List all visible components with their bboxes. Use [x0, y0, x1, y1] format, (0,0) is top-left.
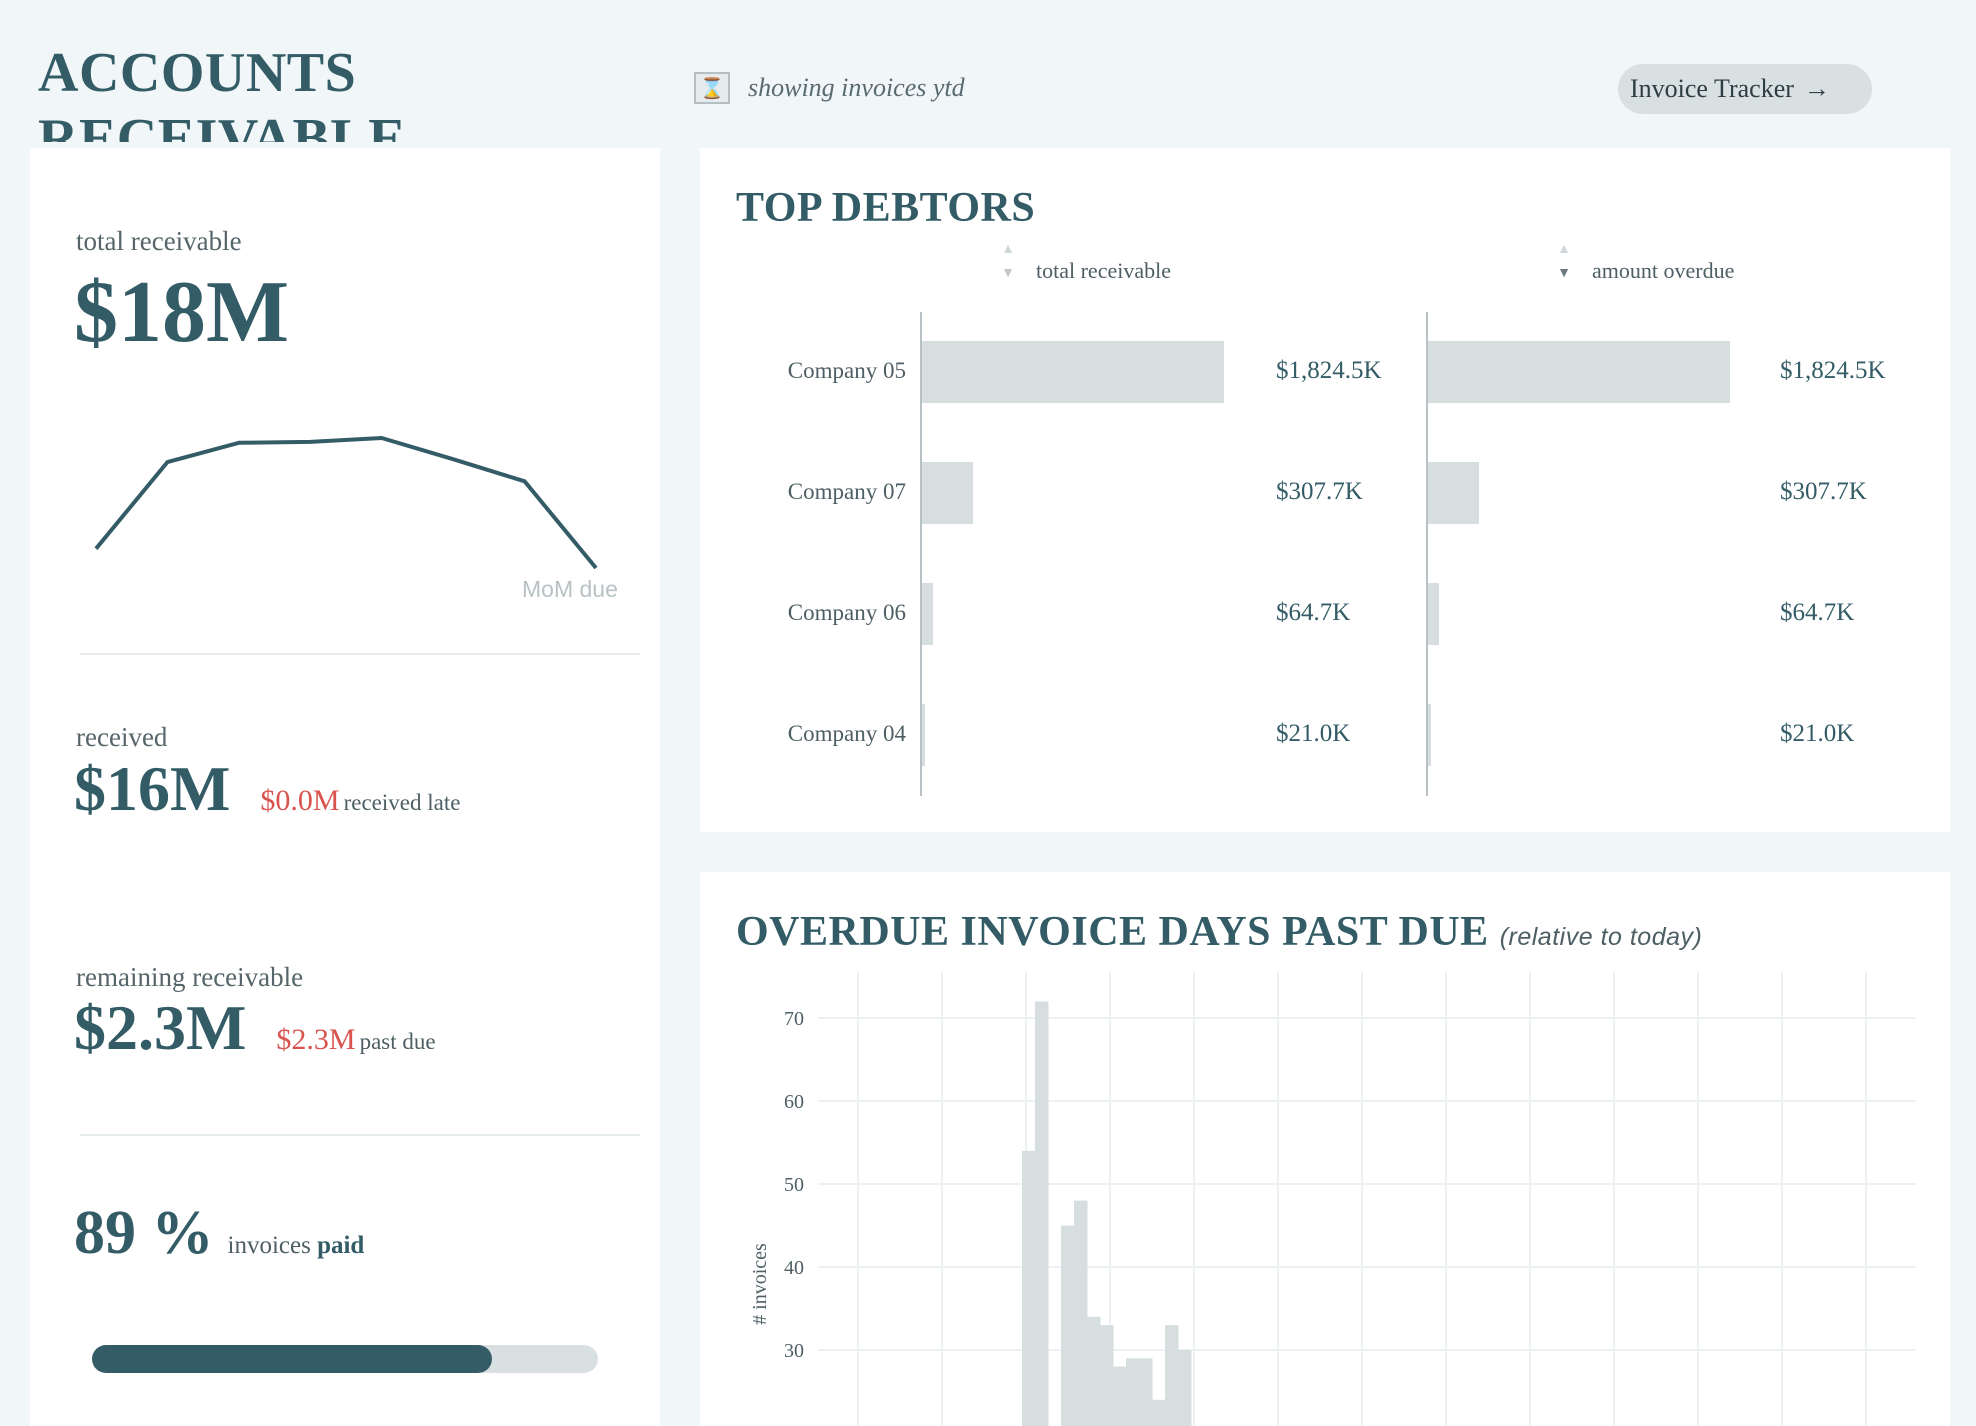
page-title-line2: RECEIVABLE — [38, 108, 407, 142]
overdue-sort-toggle[interactable]: ▲ ▼ — [1556, 238, 1572, 286]
past-due: $2.3M past due — [276, 1023, 435, 1057]
histogram-bar — [1074, 1200, 1088, 1426]
column-header-total-receivable[interactable]: total receivable — [1036, 258, 1171, 283]
received-row: $16M $0.0M received late — [74, 752, 460, 826]
total-receivable-value: $18M — [74, 264, 290, 361]
invoice-tracker-label: Invoice Tracker — [1630, 74, 1794, 103]
histogram-bar — [1100, 1325, 1114, 1426]
debtor-name: Company 04 — [787, 721, 906, 746]
y-tick-label: 70 — [784, 1008, 804, 1030]
arrow-right-icon: → — [1803, 74, 1830, 103]
y-tick-label: 40 — [784, 1257, 804, 1279]
sort-down-icon: ▼ — [1557, 266, 1571, 281]
histogram-bar — [1087, 1316, 1101, 1426]
page-title-line1: ACCOUNTS — [38, 42, 357, 104]
debtor-name: Company 06 — [787, 600, 906, 625]
total-receivable-value: $307.7K — [1276, 478, 1363, 505]
filter-text: showing invoices ytd — [748, 73, 965, 102]
page-title: ACCOUNTS RECEIVABLE — [38, 40, 458, 142]
overdue-histogram: 70 60 50 40 30 # invoices — [749, 972, 1916, 1426]
amount-overdue-value: $21.0K — [1780, 720, 1855, 747]
debtor-name: Company 05 — [787, 358, 906, 383]
amount-overdue-value: $1,824.5K — [1780, 357, 1886, 384]
invoice-tracker-button[interactable]: Invoice Tracker → — [1618, 64, 1872, 114]
amount-overdue-bar — [1428, 704, 1432, 766]
top-debtors-panel: TOP DEBTORS ▲ ▼ total receivable ▲ ▼ amo… — [700, 148, 1950, 832]
histogram-bar — [1178, 1350, 1192, 1426]
divider — [80, 1134, 640, 1136]
mom-due-label: MoM due — [522, 576, 618, 602]
received-label: received — [76, 722, 168, 752]
received-late: $0.0M received late — [260, 784, 460, 818]
y-tick-label: 60 — [784, 1091, 804, 1113]
paid-row: 89 % invoices paid — [74, 1198, 364, 1269]
y-tick-label: 30 — [784, 1340, 804, 1362]
total-receivable-bar — [922, 583, 933, 645]
total-receivable-bar — [922, 341, 1224, 403]
received-value: $16M — [74, 753, 231, 824]
histogram-bar — [1022, 1150, 1036, 1426]
date-filter[interactable]: ⌛ showing invoices ytd — [694, 72, 965, 104]
histogram-bar — [1035, 1001, 1049, 1426]
remaining-row: $2.3M $2.3M past due — [74, 991, 436, 1065]
sort-up-icon: ▲ — [1001, 242, 1015, 257]
paid-label-prefix: invoices — [227, 1232, 318, 1259]
divider — [80, 653, 640, 655]
overdue-subtitle: (relative to today) — [1499, 923, 1703, 951]
total-receivable-value: $64.7K — [1276, 599, 1351, 626]
paid-label-bold: paid — [317, 1232, 365, 1259]
y-tick-label: 50 — [784, 1174, 804, 1196]
amount-overdue-bar — [1428, 341, 1730, 403]
amount-overdue-value: $307.7K — [1780, 478, 1867, 505]
sort-up-icon: ▲ — [1557, 242, 1571, 257]
paid-progress-bar — [92, 1345, 598, 1373]
kpi-panel: total receivable $18M MoM due received $… — [30, 148, 660, 1426]
mom-due-sparkline — [94, 436, 598, 570]
y-axis-label: # invoices — [749, 1243, 771, 1325]
top-debtors-title: TOP DEBTORS — [736, 185, 1036, 231]
total-receivable-value: $21.0K — [1276, 720, 1351, 747]
sparkline-line — [94, 436, 598, 570]
histogram-bar — [1139, 1358, 1153, 1426]
remaining-receivable-label: remaining receivable — [76, 962, 304, 992]
amount-overdue-value: $64.7K — [1780, 599, 1855, 626]
histogram-bar — [1126, 1358, 1140, 1426]
total-receivable-label: total receivable — [76, 226, 242, 256]
paid-label: invoices paid — [228, 1232, 365, 1260]
past-due-value: $2.3M — [276, 1023, 356, 1056]
past-due-label: past due — [359, 1029, 436, 1054]
total-sort-toggle[interactable]: ▲ ▼ — [1000, 238, 1016, 286]
histogram-bar — [1113, 1366, 1127, 1426]
debtor-name: Company 07 — [787, 479, 906, 504]
histogram-bar — [1061, 1225, 1075, 1426]
total-receivable-value: $1,824.5K — [1276, 357, 1382, 384]
paid-progress-fill — [92, 1345, 493, 1373]
total-receivable-bar — [922, 462, 973, 524]
sort-down-icon: ▼ — [1001, 266, 1015, 281]
received-late-label: received late — [343, 790, 461, 815]
histogram-bar — [1165, 1325, 1179, 1426]
overdue-days-panel: OVERDUE INVOICE DAYS PAST DUE (relative … — [700, 872, 1950, 1426]
total-axis-line — [920, 312, 922, 796]
amount-overdue-bar — [1428, 583, 1439, 645]
overdue-title-text: OVERDUE INVOICE DAYS PAST DUE — [736, 909, 1489, 955]
remaining-receivable-value: $2.3M — [74, 992, 247, 1063]
amount-overdue-bar — [1428, 462, 1479, 524]
hourglass-icon[interactable]: ⌛ — [694, 72, 730, 104]
overdue-axis-line — [1426, 312, 1428, 796]
overdue-title: OVERDUE INVOICE DAYS PAST DUE (relative … — [736, 908, 1702, 956]
received-late-value: $0.0M — [260, 784, 340, 817]
paid-percent: 89 % — [74, 1199, 214, 1267]
histogram-bar — [1152, 1399, 1166, 1426]
column-header-amount-overdue[interactable]: amount overdue — [1592, 258, 1735, 283]
total-receivable-bar — [922, 704, 926, 766]
